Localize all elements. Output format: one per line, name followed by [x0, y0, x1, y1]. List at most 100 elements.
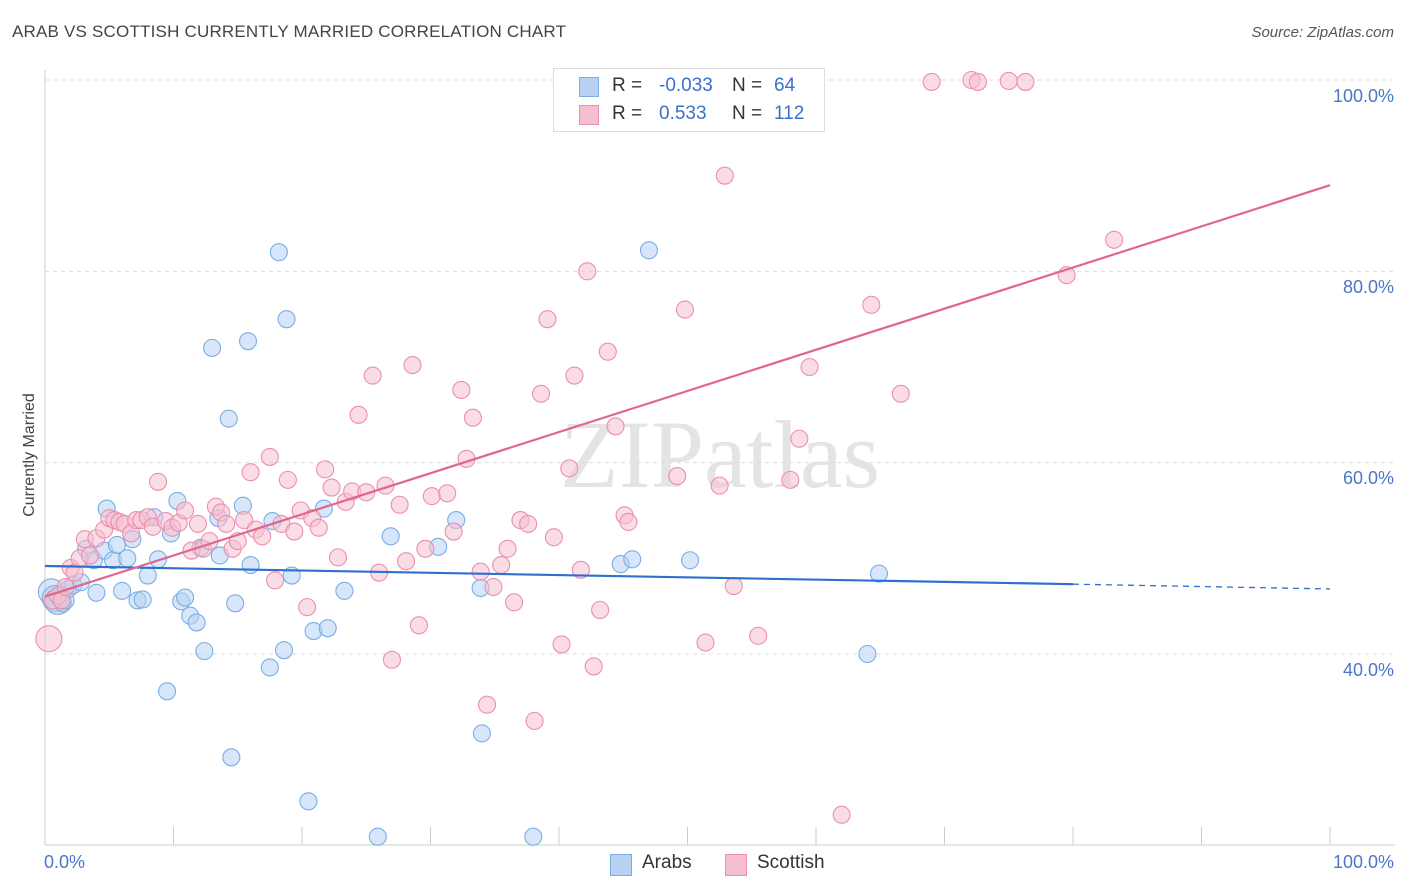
arab-point [195, 642, 214, 661]
arab-point [335, 581, 354, 600]
scottish-point [484, 577, 503, 597]
legend-r-value-scottish: 0.533 [659, 103, 707, 124]
scottish-point [724, 577, 743, 596]
scottish-point [253, 527, 272, 546]
scottish-point [696, 633, 715, 652]
bottom-legend-swatch-arabs [610, 854, 632, 876]
scottish-point [790, 429, 809, 448]
legend-n-value-scottish: 112 [774, 103, 805, 124]
scottish-point [188, 514, 207, 533]
y-tick-label-60: 60.0% [1342, 468, 1394, 488]
bottom-legend-label-scottish: Scottish [757, 852, 825, 873]
arab-point [138, 566, 157, 585]
scottish-point [715, 166, 734, 185]
scottish-point [862, 295, 881, 314]
scottish-point [363, 366, 382, 385]
arab-point [187, 613, 206, 632]
trend-lines [44, 184, 1331, 598]
arab-point [176, 588, 195, 607]
scottish-point [1016, 72, 1035, 91]
arab-point [219, 409, 238, 428]
scottish-point [403, 356, 422, 375]
legend-n-label: N = [732, 75, 763, 96]
arab-point [869, 564, 889, 583]
scottish-point [390, 495, 409, 514]
scottish-point [471, 562, 490, 581]
arab-point [318, 619, 337, 638]
arab-point [238, 332, 258, 351]
scottish-point [675, 300, 694, 319]
legend-swatch-arabs [579, 77, 599, 97]
arab-point [368, 827, 387, 846]
scottish-point [463, 408, 482, 427]
scottish-point [444, 522, 463, 541]
scottish-point [565, 366, 584, 385]
scottish-point [968, 72, 987, 91]
arab-point [226, 594, 245, 613]
scottish-point [525, 711, 544, 731]
scottish-point [438, 484, 457, 503]
scottish-point [309, 518, 328, 537]
arab-point [681, 551, 700, 570]
scottish-point [538, 310, 557, 329]
arab-point [472, 724, 491, 743]
scottish-point [149, 472, 168, 491]
scottish-point [492, 555, 511, 575]
trend-line-arabs [44, 564, 1074, 586]
legend-row-scottish: R = 0.533 N = 112 [554, 101, 824, 129]
arab-point [269, 243, 288, 262]
scottish-point [552, 635, 571, 654]
x-tick-label-min: 0.0% [44, 852, 86, 872]
arab-point [639, 241, 659, 260]
arab-point [299, 792, 318, 811]
scottish-point [891, 384, 910, 403]
y-tick-label-80: 80.0% [1342, 277, 1394, 297]
scottish-point [498, 539, 517, 558]
scottish-point [477, 695, 497, 714]
arab-point [858, 644, 877, 664]
arab-point [113, 581, 132, 600]
legend-n-label: N = [732, 103, 763, 124]
scottish-point [598, 342, 617, 361]
scottish-point [241, 463, 260, 482]
source-label: Source: ZipAtlas.com [1251, 24, 1394, 41]
legend-swatch-scottish [579, 105, 599, 125]
legend-r-label: R = [612, 103, 643, 124]
scottish-point [416, 539, 435, 558]
trend-line-extension-arabs [1072, 583, 1331, 590]
scottish-point [382, 650, 402, 669]
scottish-point [452, 380, 471, 400]
scottish-point [278, 470, 297, 489]
chart-title: ARAB VS SCOTTISH CURRENTLY MARRIED CORRE… [12, 22, 567, 41]
scottish-point [298, 598, 317, 617]
arab-point [277, 310, 296, 329]
scottish-point [749, 626, 768, 645]
scottish-point [832, 805, 851, 824]
scottish-point [578, 262, 597, 281]
axes [44, 70, 1395, 846]
correlation-legend: R = -0.033 N = 64 R = 0.533 N = 112 [553, 68, 825, 132]
scottish-point [591, 600, 610, 620]
scottish-point [322, 478, 341, 497]
arab-point [222, 748, 241, 767]
scottish-point [668, 467, 687, 486]
scottish-point [519, 514, 538, 533]
arab-point [241, 555, 260, 575]
legend-r-value-arabs: -0.033 [659, 75, 713, 96]
scottish-point [285, 522, 304, 541]
arab-point [524, 827, 543, 846]
scottish-point [922, 72, 941, 91]
scottish-point [800, 357, 819, 377]
scottish-point [328, 548, 348, 567]
scottish-point [265, 571, 285, 590]
scottish-point [422, 487, 441, 506]
scottish-point [606, 417, 625, 436]
scottish-point [409, 616, 428, 635]
arab-point [381, 527, 400, 546]
arab-point [118, 549, 137, 568]
scottish-point [349, 405, 368, 424]
arab-point [260, 658, 279, 677]
scottish-point [571, 560, 590, 579]
scottish-point [176, 501, 195, 520]
